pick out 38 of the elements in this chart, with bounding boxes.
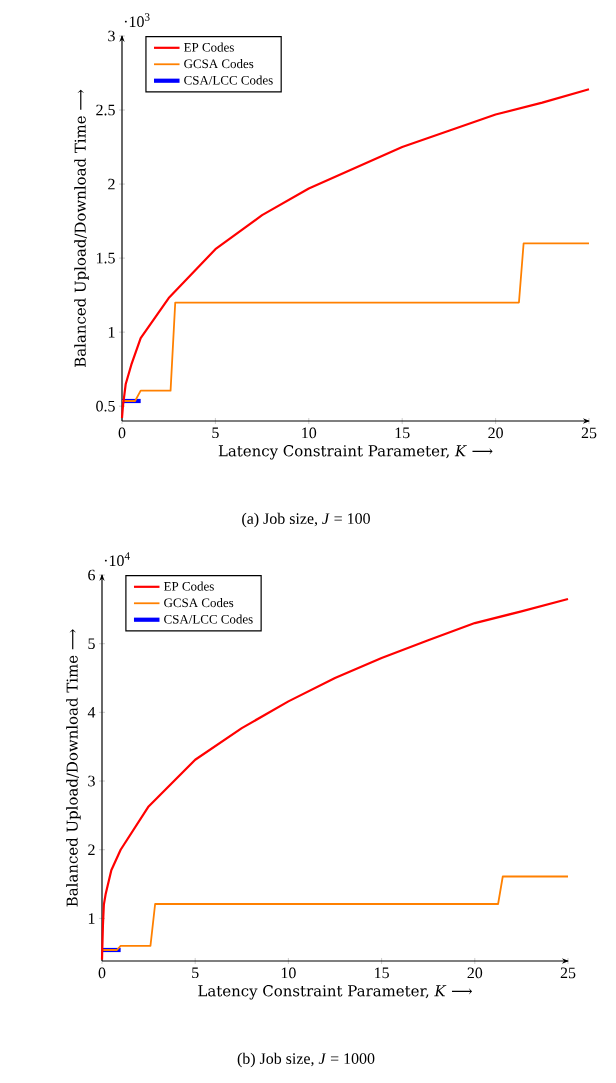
x-tick-label: 25: [560, 967, 576, 979]
y-tick-label: 6: [88, 569, 96, 581]
legend-label: GCSA Codes: [184, 59, 254, 69]
x-tick-label: 25: [581, 427, 597, 439]
x-tick-label: 15: [395, 427, 410, 439]
y-tick-label: 2: [88, 844, 95, 855]
y-tick-label: 1.5: [96, 252, 115, 264]
y-axis-title: Balanced Upload/Download Time ⟶: [66, 629, 81, 907]
legend-label: CSA/LCC Codes: [184, 75, 273, 85]
y-tick-label: 0.5: [96, 400, 115, 412]
legend-label: GCSA Codes: [164, 598, 234, 608]
y-axis-title: Balanced Upload/Download Time ⟶: [74, 89, 89, 367]
legend-label: CSA/LCC Codes: [164, 614, 253, 624]
x-tick-label: 20: [467, 967, 483, 979]
x-axis-title: Latency Constraint Parameter, K ⟶: [198, 985, 472, 1000]
text: (a) Job size, J = 100: [242, 512, 370, 528]
legend-label: EP Codes: [163, 581, 214, 591]
text: ·10$^{4}$: [104, 552, 130, 567]
x-tick-label: 20: [488, 427, 503, 439]
x-tick-label: 15: [375, 967, 389, 979]
x-tick-label: 0: [118, 427, 126, 439]
y-tick-label: 5: [88, 638, 95, 649]
y-tick-label: 2.5: [96, 104, 115, 116]
x-tick-label: 10: [281, 967, 296, 979]
y-tick-label: 3: [88, 775, 95, 787]
x-tick-label: 5: [212, 427, 219, 439]
text: (b) Job size, J = 1000: [237, 1052, 375, 1068]
y-tick-label: 1: [108, 326, 115, 338]
x-axis-title: Latency Constraint Parameter, K ⟶: [218, 445, 493, 460]
x-tick-label: 0: [98, 967, 106, 979]
y-tick-label: 4: [87, 707, 96, 718]
legend-label: EP Codes: [183, 42, 234, 52]
y-tick-label: 1: [88, 913, 95, 924]
y-tick-label: 3: [108, 30, 115, 42]
x-tick-label: 10: [302, 427, 317, 439]
text: ·10$^{3}$: [124, 13, 150, 28]
y-tick-label: 2: [108, 178, 115, 190]
x-tick-label: 5: [192, 967, 199, 979]
